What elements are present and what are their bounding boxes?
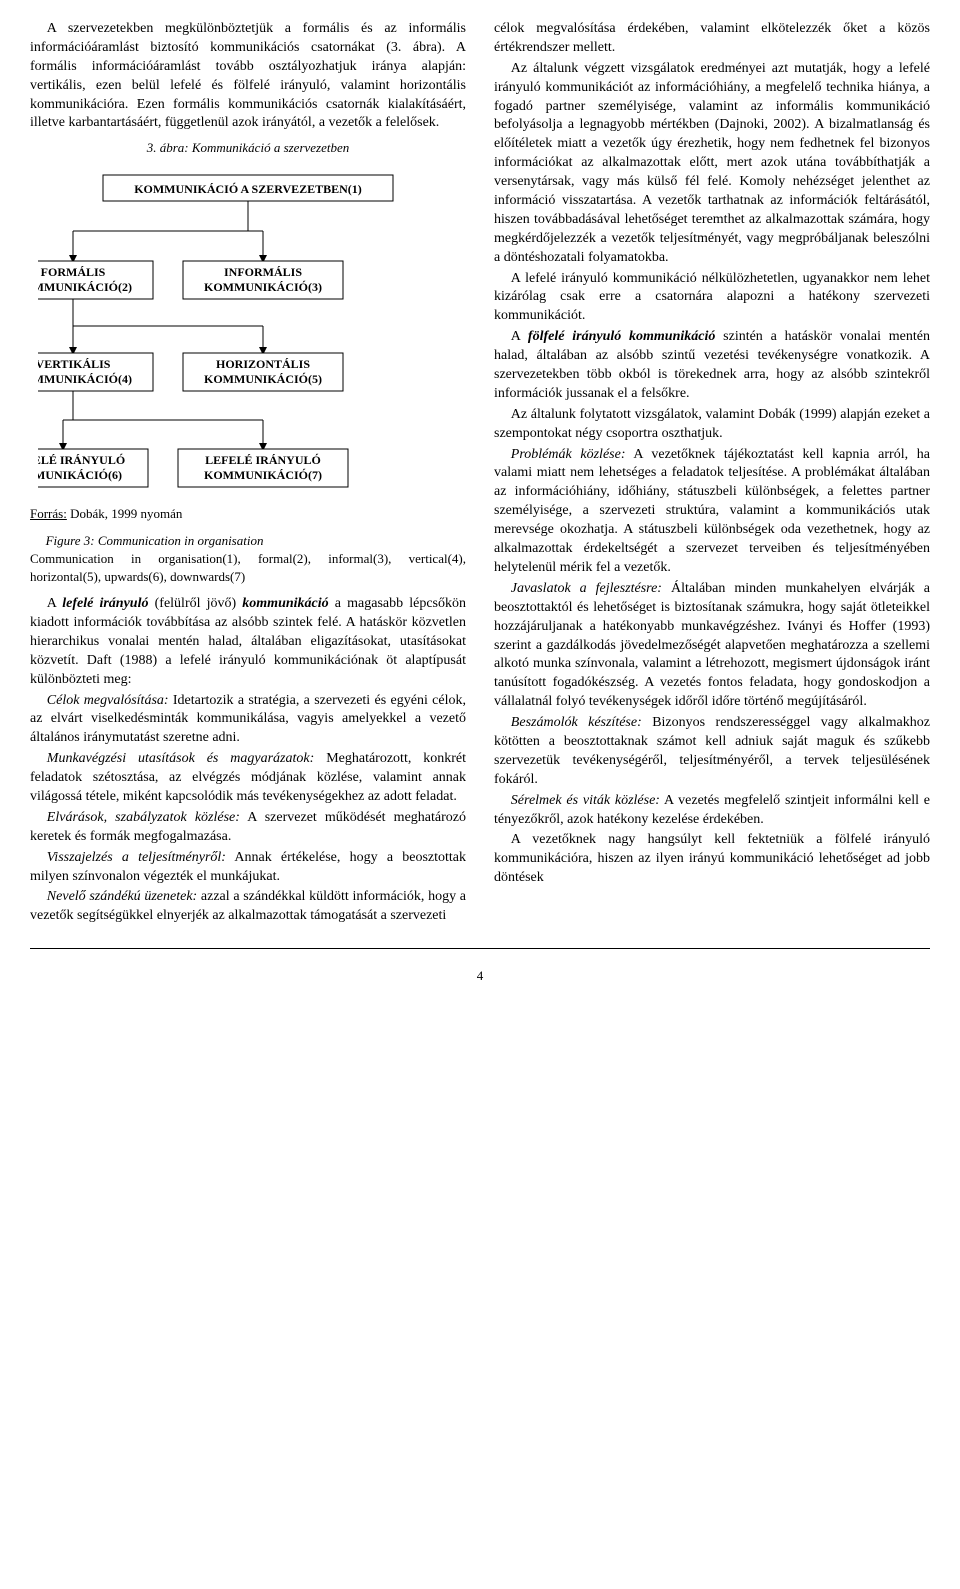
svg-text:FÖLFELÉ IRÁNYULÓ: FÖLFELÉ IRÁNYULÓ: [38, 453, 125, 467]
svg-text:FORMÁLIS: FORMÁLIS: [41, 265, 106, 279]
para-educational: Nevelő szándékú üzenetek: azzal a szándé…: [30, 888, 466, 926]
para-intro: A szervezetekben megkülönböztetjük a for…: [30, 20, 466, 133]
para-instructions: Munkavégzési utasítások és magyarázatok:…: [30, 750, 466, 807]
para-feedback: Visszajelzés a teljesítményről: Annak ér…: [30, 849, 466, 887]
para-col2-3: A lefelé irányuló kommunikáció nélkülözh…: [494, 270, 930, 327]
svg-text:HORIZONTÁLIS: HORIZONTÁLIS: [216, 357, 310, 371]
figure-caption-en-title: Figure 3: Communication in organisation: [30, 532, 466, 550]
para-col2-1: célok megvalósítása érdekében, valamint …: [494, 20, 930, 58]
svg-text:KOMMUNIKÁCIÓ A SZERVEZETBEN(1): KOMMUNIKÁCIÓ A SZERVEZETBEN(1): [134, 182, 362, 196]
page-columns: A szervezetekben megkülönböztetjük a for…: [30, 20, 930, 926]
para-grievances: Sérelmek és viták közlése: A vezetés meg…: [494, 792, 930, 830]
para-col2-10: A vezetőknek nagy hangsúlyt kell fektetn…: [494, 831, 930, 888]
figure-caption-hu: 3. ábra: Kommunikáció a szervezetben: [30, 139, 466, 157]
para-downward-intro: A lefelé irányuló (felülről jövő) kommun…: [30, 595, 466, 689]
para-goals: Célok megvalósítása: Idetartozik a strat…: [30, 692, 466, 749]
svg-text:KOMMUNIKÁCIÓ(2): KOMMUNIKÁCIÓ(2): [38, 280, 132, 294]
svg-text:KOMMUNIKÁCIÓ(4): KOMMUNIKÁCIÓ(4): [38, 372, 132, 386]
footer-divider: [30, 948, 930, 949]
para-suggestions: Javaslatok a fejlesztésre: Általában min…: [494, 580, 930, 712]
diagram-svg: KOMMUNIKÁCIÓ A SZERVEZETBEN(1)FORMÁLISKO…: [38, 165, 458, 497]
svg-text:KOMMUNIKÁCIÓ(5): KOMMUNIKÁCIÓ(5): [204, 372, 322, 386]
para-reports: Beszámolók készítése: Bizonyos rendszere…: [494, 714, 930, 790]
figure-caption-en-body: Communication in organisation(1), formal…: [30, 550, 466, 585]
para-col2-5: Az általunk folytatott vizsgálatok, vala…: [494, 406, 930, 444]
para-col2-2: Az általunk végzett vizsgálatok eredmény…: [494, 60, 930, 268]
svg-text:INFORMÁLIS: INFORMÁLIS: [224, 265, 302, 279]
communication-diagram: KOMMUNIKÁCIÓ A SZERVEZETBEN(1)FORMÁLISKO…: [30, 165, 466, 497]
svg-text:KOMMUNIKÁCIÓ(3): KOMMUNIKÁCIÓ(3): [204, 280, 322, 294]
svg-text:KOMMUNIKÁCIÓ(7): KOMMUNIKÁCIÓ(7): [204, 468, 322, 482]
svg-text:VERTIKÁLIS: VERTIKÁLIS: [38, 357, 111, 371]
para-expectations: Elvárások, szabályzatok közlése: A szerv…: [30, 809, 466, 847]
svg-text:LEFELÉ IRÁNYULÓ: LEFELÉ IRÁNYULÓ: [205, 453, 321, 467]
svg-text:KOMMUNIKÁCIÓ(6): KOMMUNIKÁCIÓ(6): [38, 468, 122, 482]
figure-source: Forrás: Dobák, 1999 nyomán: [30, 505, 466, 523]
para-problems: Problémák közlése: A vezetőknek tájékozt…: [494, 446, 930, 578]
para-col2-4: A fölfelé irányuló kommunikáció szintén …: [494, 328, 930, 404]
page-number: 4: [30, 967, 930, 985]
